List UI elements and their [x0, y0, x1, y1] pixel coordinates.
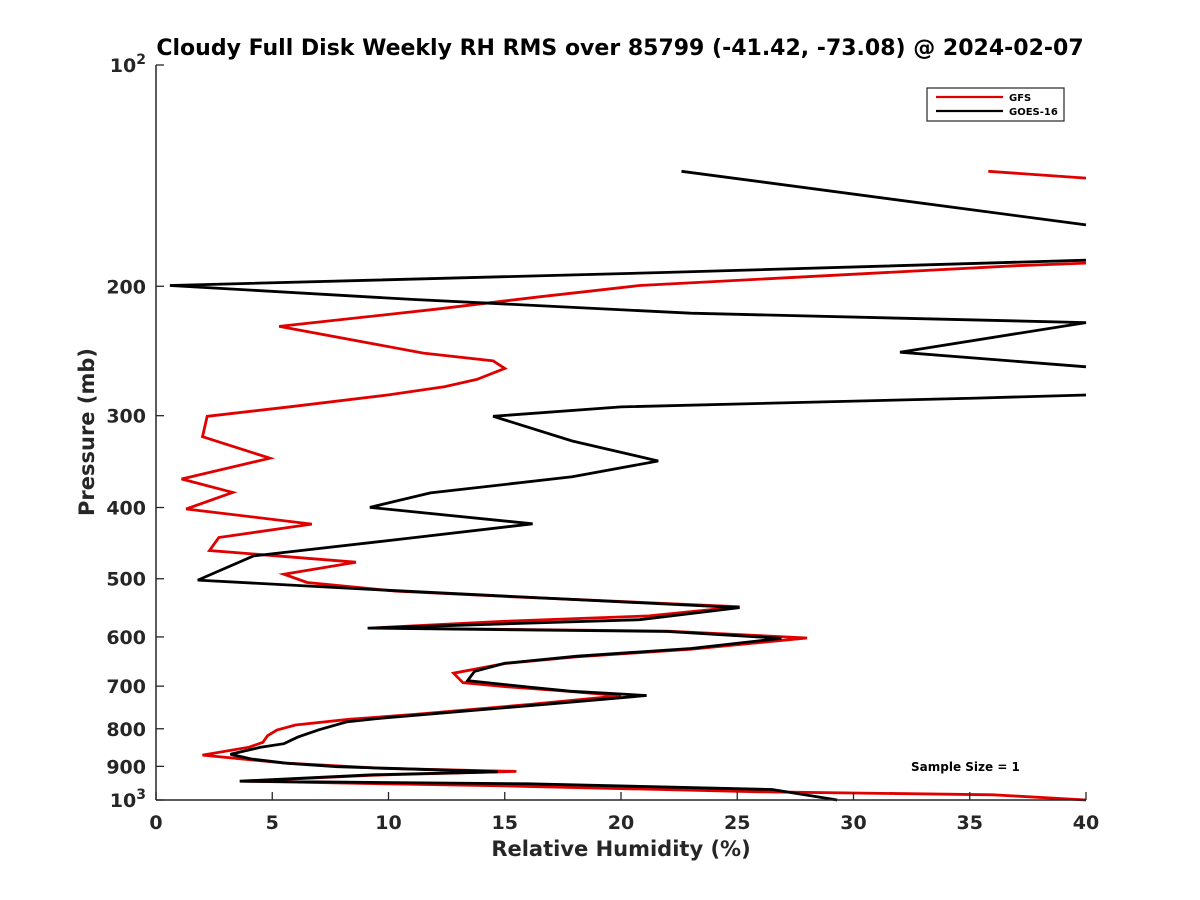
y-axis-label: Pressure (mb) [75, 348, 99, 516]
legend-label-gfs: GFS [1009, 93, 1031, 104]
y-tick-label: 200 [106, 276, 146, 298]
y-tick-label: 600 [106, 627, 146, 649]
series-line-gfs [988, 169, 1087, 180]
axes-layer [155, 65, 1086, 801]
y-tick-base: 600 [106, 627, 146, 649]
y-tick-label: 700 [106, 676, 146, 698]
y-tick-base: 800 [106, 719, 146, 741]
x-tick-label: 20 [608, 812, 634, 834]
y-tick-base: 700 [106, 676, 146, 698]
series-line-goes16 [681, 169, 1087, 227]
sample-size-annotation: Sample Size = 1 [911, 760, 1020, 774]
series-layer [169, 169, 1087, 802]
series-line-goes16 [169, 258, 1087, 369]
x-tick-label: 10 [375, 812, 401, 834]
series-line-goes16 [197, 393, 1087, 802]
y-tick-label: 500 [106, 569, 146, 591]
y-tick-label: 800 [106, 719, 146, 741]
y-tick-base: 400 [106, 498, 146, 520]
y-tick-base: 200 [106, 276, 146, 298]
x-tick-label: 15 [492, 812, 518, 834]
plot-area: 0 5 10 15 20 25 30 35 40 10220030040050060070080… [106, 52, 1099, 834]
y-tick-label: 300 [106, 406, 146, 428]
y-tick-base: 500 [106, 569, 146, 591]
legend-box [926, 87, 1065, 122]
x-tick-label: 0 [149, 812, 162, 834]
x-tick-label: 30 [840, 812, 866, 834]
y-tick-label: 900 [106, 756, 146, 778]
x-ticks: 0 5 10 15 20 25 30 35 40 [149, 792, 1099, 834]
y-tick-label: 400 [106, 498, 146, 520]
x-tick-label: 25 [724, 812, 750, 834]
x-axis-label: Relative Humidity (%) [491, 837, 750, 861]
y-tick-exponent: 2 [136, 52, 146, 68]
x-tick-label: 40 [1073, 812, 1099, 834]
x-tick-label: 5 [266, 812, 279, 834]
y-tick-label: 102 [110, 52, 146, 77]
x-tick-label: 35 [957, 812, 983, 834]
y-tick-label: 103 [110, 787, 146, 812]
y-tick-base: 10 [110, 790, 136, 812]
chart-title: Cloudy Full Disk Weekly RH RMS over 8579… [156, 36, 1083, 61]
series-line-gfs [181, 261, 1087, 802]
legend: GFS GOES-16 [926, 87, 1065, 122]
y-tick-exponent: 3 [136, 787, 146, 803]
legend-label-goes16: GOES-16 [1009, 107, 1058, 118]
y-tick-base: 10 [110, 55, 136, 77]
y-tick-base: 900 [106, 756, 146, 778]
y-tick-base: 300 [106, 406, 146, 428]
